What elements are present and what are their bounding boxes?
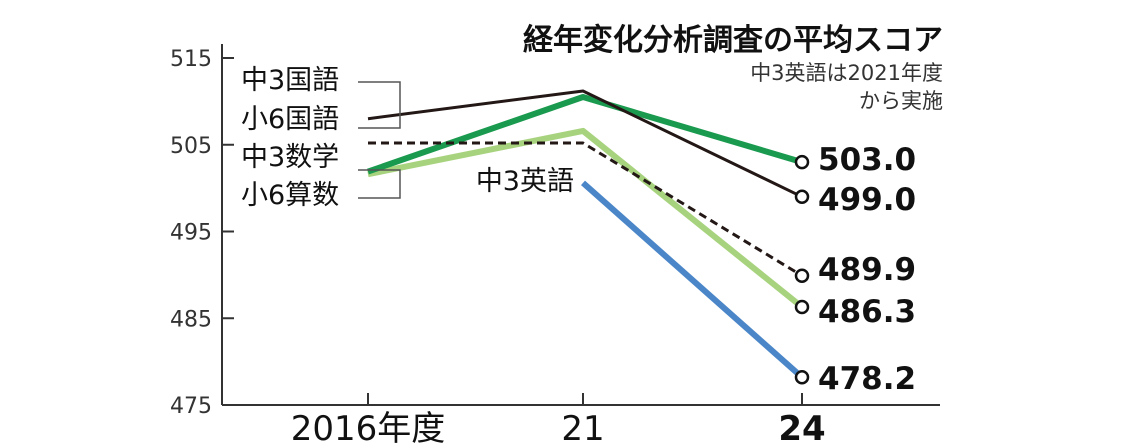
legend-label: 中3数学 xyxy=(241,142,339,173)
end-value-label: 499.0 xyxy=(818,182,916,218)
end-markers xyxy=(794,154,810,385)
legend-label: 小6国語 xyxy=(241,104,339,135)
end-marker-0 xyxy=(794,189,810,205)
y-tick-label: 485 xyxy=(170,307,212,332)
legend-connector xyxy=(358,169,401,176)
end-value-label: 503.0 xyxy=(818,142,916,178)
y-tick-label: 505 xyxy=(170,134,212,159)
legend-label: 小6算数 xyxy=(241,180,339,211)
labels: 499.0 503.0 489.9 486.3 478.2 中3国語小6国語中3数学小6算… xyxy=(241,65,916,397)
end-marker-4 xyxy=(794,369,810,385)
series-line-0 xyxy=(367,89,803,199)
legend-label: 中3国語 xyxy=(241,65,339,96)
y-tick-label: 475 xyxy=(170,394,212,419)
end-value-label: 478.2 xyxy=(818,361,916,397)
y-tick-label: 495 xyxy=(170,221,212,246)
chart-subtitle-line-2: から実施 xyxy=(859,89,943,113)
x-tick-label: 24 xyxy=(778,409,825,448)
y-tick-label: 515 xyxy=(170,47,212,72)
series-line-1 xyxy=(367,94,803,175)
end-value-label: 489.9 xyxy=(818,252,916,288)
end-marker-2 xyxy=(794,268,810,283)
legend-connector xyxy=(358,176,401,199)
end-value-label: 486.3 xyxy=(818,294,916,330)
series-line-2 xyxy=(368,141,803,277)
x-tick-label: 2016年度 xyxy=(291,409,446,448)
x-tick-label: 21 xyxy=(561,409,604,448)
end-marker-1 xyxy=(794,154,810,170)
legend-connector xyxy=(358,117,401,129)
series-lines xyxy=(367,89,804,380)
chart-title: 経年変化分析調査の平均スコア xyxy=(523,23,943,58)
legend-connector xyxy=(358,81,401,117)
series-label-english: 中3英語 xyxy=(476,166,574,197)
chart-subtitle-line-1: 中3英語は2021年度 xyxy=(750,61,943,85)
end-marker-3 xyxy=(794,299,810,315)
series-line-3 xyxy=(367,127,804,310)
axes: 515 505 495 485 475 2016年度 21 24 xyxy=(170,44,940,448)
series-line-4 xyxy=(581,180,804,380)
